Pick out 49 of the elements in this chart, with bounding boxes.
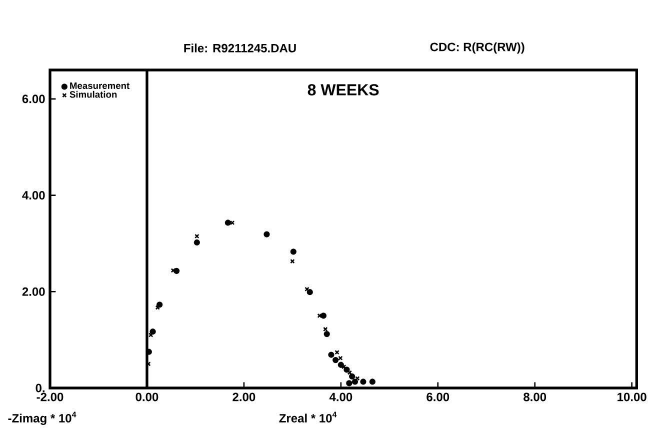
point xyxy=(194,234,200,239)
y-tick-label: 2.00 xyxy=(22,287,45,296)
text: 8 WEEKS xyxy=(308,84,379,96)
point xyxy=(352,378,358,385)
point xyxy=(338,356,343,360)
text: File: R9211245.DAU xyxy=(184,44,296,52)
point xyxy=(347,370,352,375)
point xyxy=(328,352,334,358)
point xyxy=(355,376,360,381)
point xyxy=(344,366,350,373)
text: CDC: R(RC(RW)) xyxy=(430,42,524,54)
point xyxy=(155,305,160,310)
x-tick-label: 10.00 xyxy=(618,392,646,402)
y-tick-label: 0. xyxy=(36,384,44,392)
point xyxy=(334,350,340,355)
point xyxy=(360,378,366,385)
x-tick-label: 0.00 xyxy=(136,392,158,402)
x-tick-label: 6.00 xyxy=(426,392,450,402)
point xyxy=(349,373,356,380)
point xyxy=(290,248,296,255)
point xyxy=(317,313,322,318)
point xyxy=(320,312,327,319)
point xyxy=(146,348,152,355)
point xyxy=(324,330,330,338)
point xyxy=(346,380,352,386)
x-tick-label: 8.00 xyxy=(524,392,546,402)
point xyxy=(341,364,346,370)
point xyxy=(306,289,313,296)
point xyxy=(148,332,154,338)
point xyxy=(338,362,344,368)
y-tick-label: 4.00 xyxy=(22,191,45,200)
x-tick-label: 4.00 xyxy=(329,392,352,402)
point xyxy=(194,239,200,246)
point xyxy=(369,378,376,385)
point xyxy=(156,302,163,308)
point xyxy=(304,286,310,292)
point xyxy=(332,356,339,364)
x-tick-label: -2.00 xyxy=(36,392,64,402)
point xyxy=(224,220,232,226)
x-tick-label: 2.00 xyxy=(232,392,256,402)
y-tick-label: 6.00 xyxy=(22,94,45,104)
legend-label: Measurement xyxy=(70,82,130,89)
point xyxy=(264,231,270,238)
point xyxy=(150,328,156,335)
x-axis-title: Zreal * 10$^{4}$ xyxy=(279,412,337,423)
point xyxy=(323,326,328,332)
legend-label: Simulation xyxy=(70,90,117,98)
y-axis-title: -Zimag * 10$^{4}$ xyxy=(8,412,76,425)
point xyxy=(290,258,295,264)
